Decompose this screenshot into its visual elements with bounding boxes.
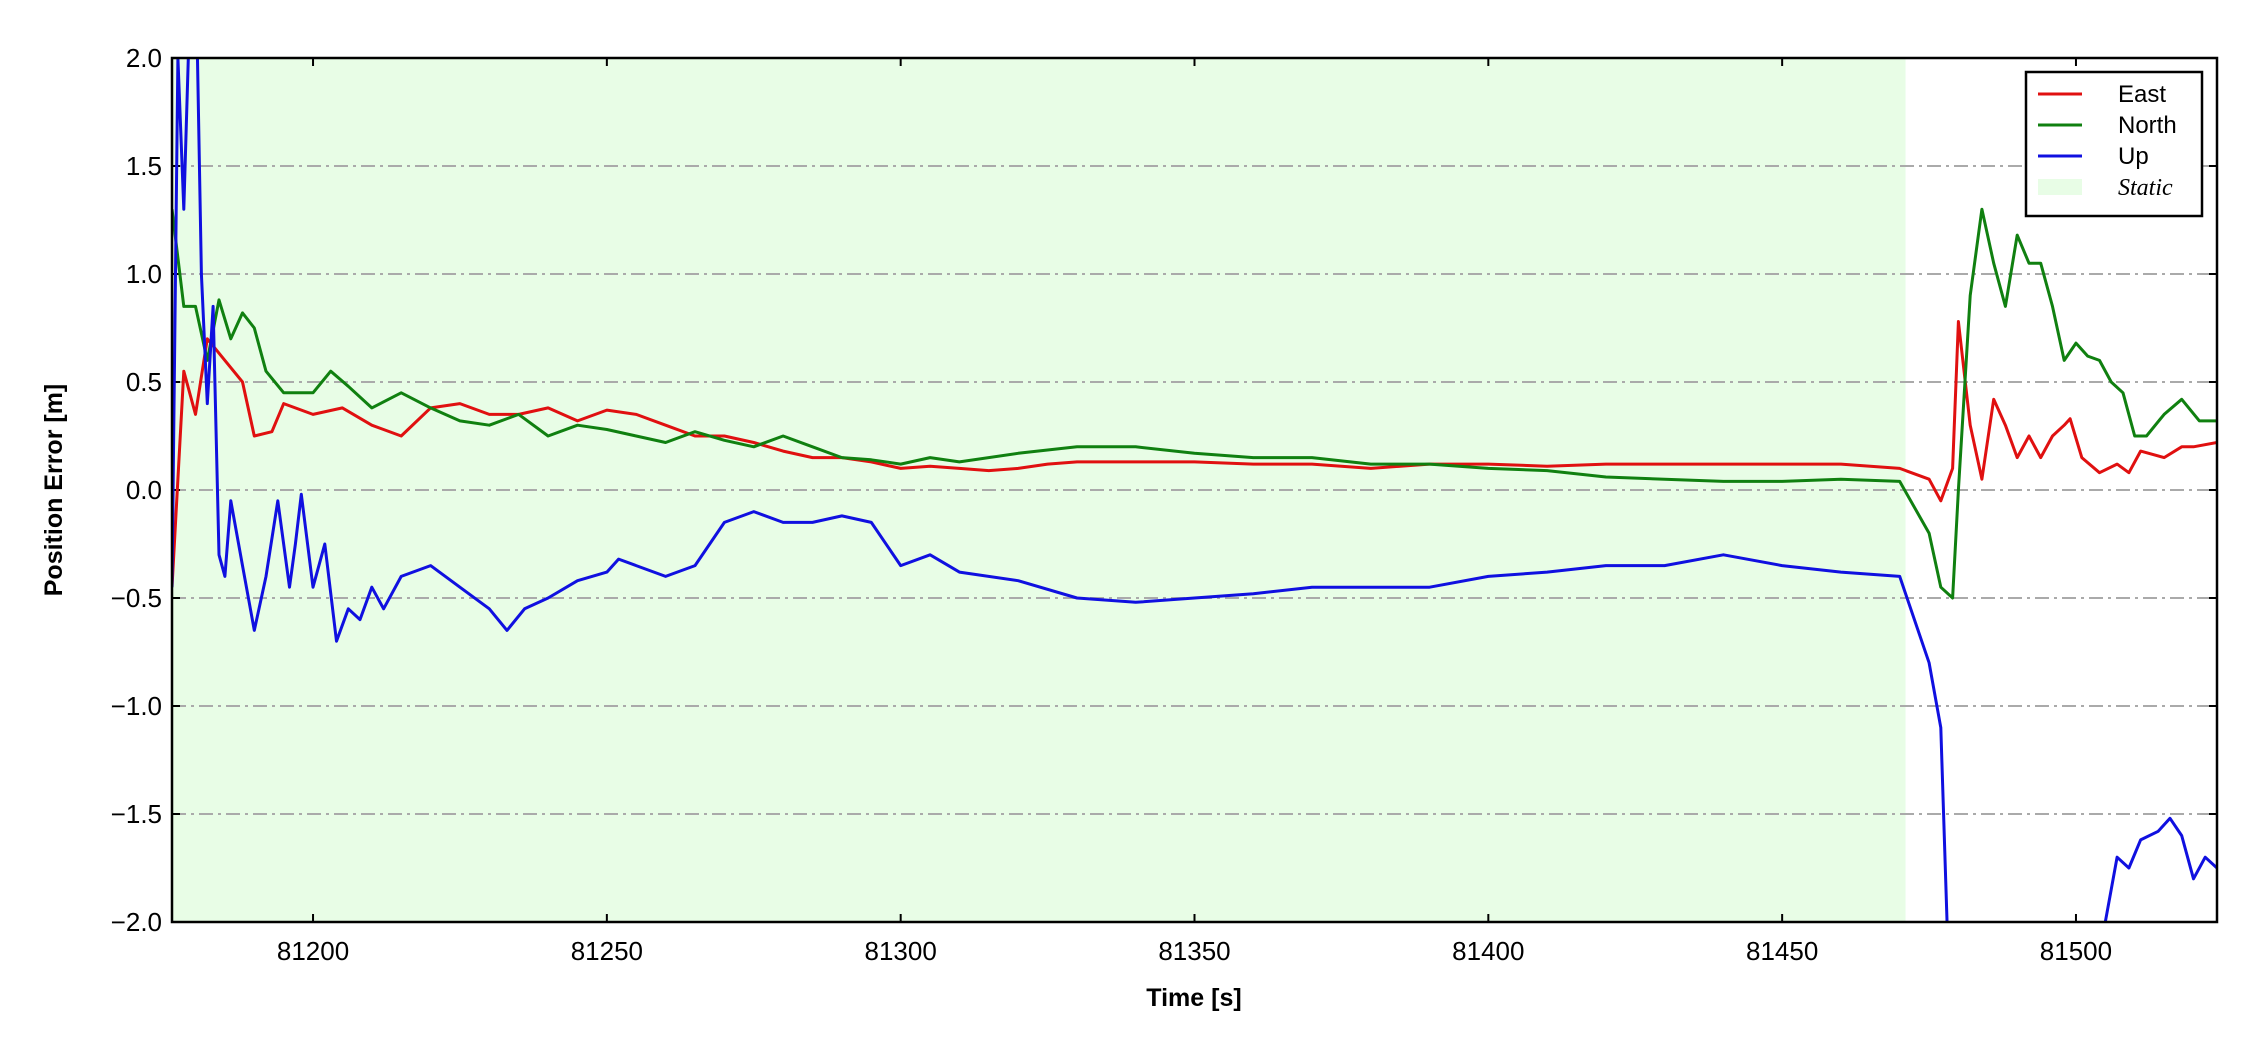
legend-label: Static [2118, 175, 2173, 201]
series-line [172, 320, 2217, 588]
y-tick-label: 1.0 [126, 259, 162, 289]
x-tick-label: 81350 [1158, 936, 1230, 966]
legend-swatch [2038, 179, 2082, 195]
series-line [172, 58, 2217, 922]
y-tick-label: −1.5 [111, 799, 162, 829]
legend-label: East [2118, 81, 2166, 108]
x-tick-label: 81300 [865, 936, 937, 966]
y-tick-label: 2.0 [126, 43, 162, 73]
x-tick-label: 81400 [1452, 936, 1524, 966]
y-tick-label: 0.0 [126, 475, 162, 505]
plot-frame [170, 56, 2219, 924]
legend-label: North [2118, 112, 2177, 139]
x-tick-label: 81200 [277, 936, 349, 966]
x-tick-label: 81250 [571, 936, 643, 966]
legend: East North Up Static [2024, 70, 2204, 218]
y-axis-label: Position Error [m] [40, 384, 68, 597]
x-axis-label: Time [s] [1146, 984, 1241, 1012]
y-tick-label: −1.0 [111, 691, 162, 721]
series-line [172, 207, 2217, 600]
x-tick-label: 81450 [1746, 936, 1818, 966]
legend-label: Up [2118, 143, 2149, 170]
y-tick-label: −0.5 [111, 583, 162, 613]
y-tick-label: −2.0 [111, 907, 162, 937]
y-tick-label: 0.5 [126, 367, 162, 397]
y-tick-label: 1.5 [126, 151, 162, 181]
x-tick-label: 81500 [2040, 936, 2112, 966]
